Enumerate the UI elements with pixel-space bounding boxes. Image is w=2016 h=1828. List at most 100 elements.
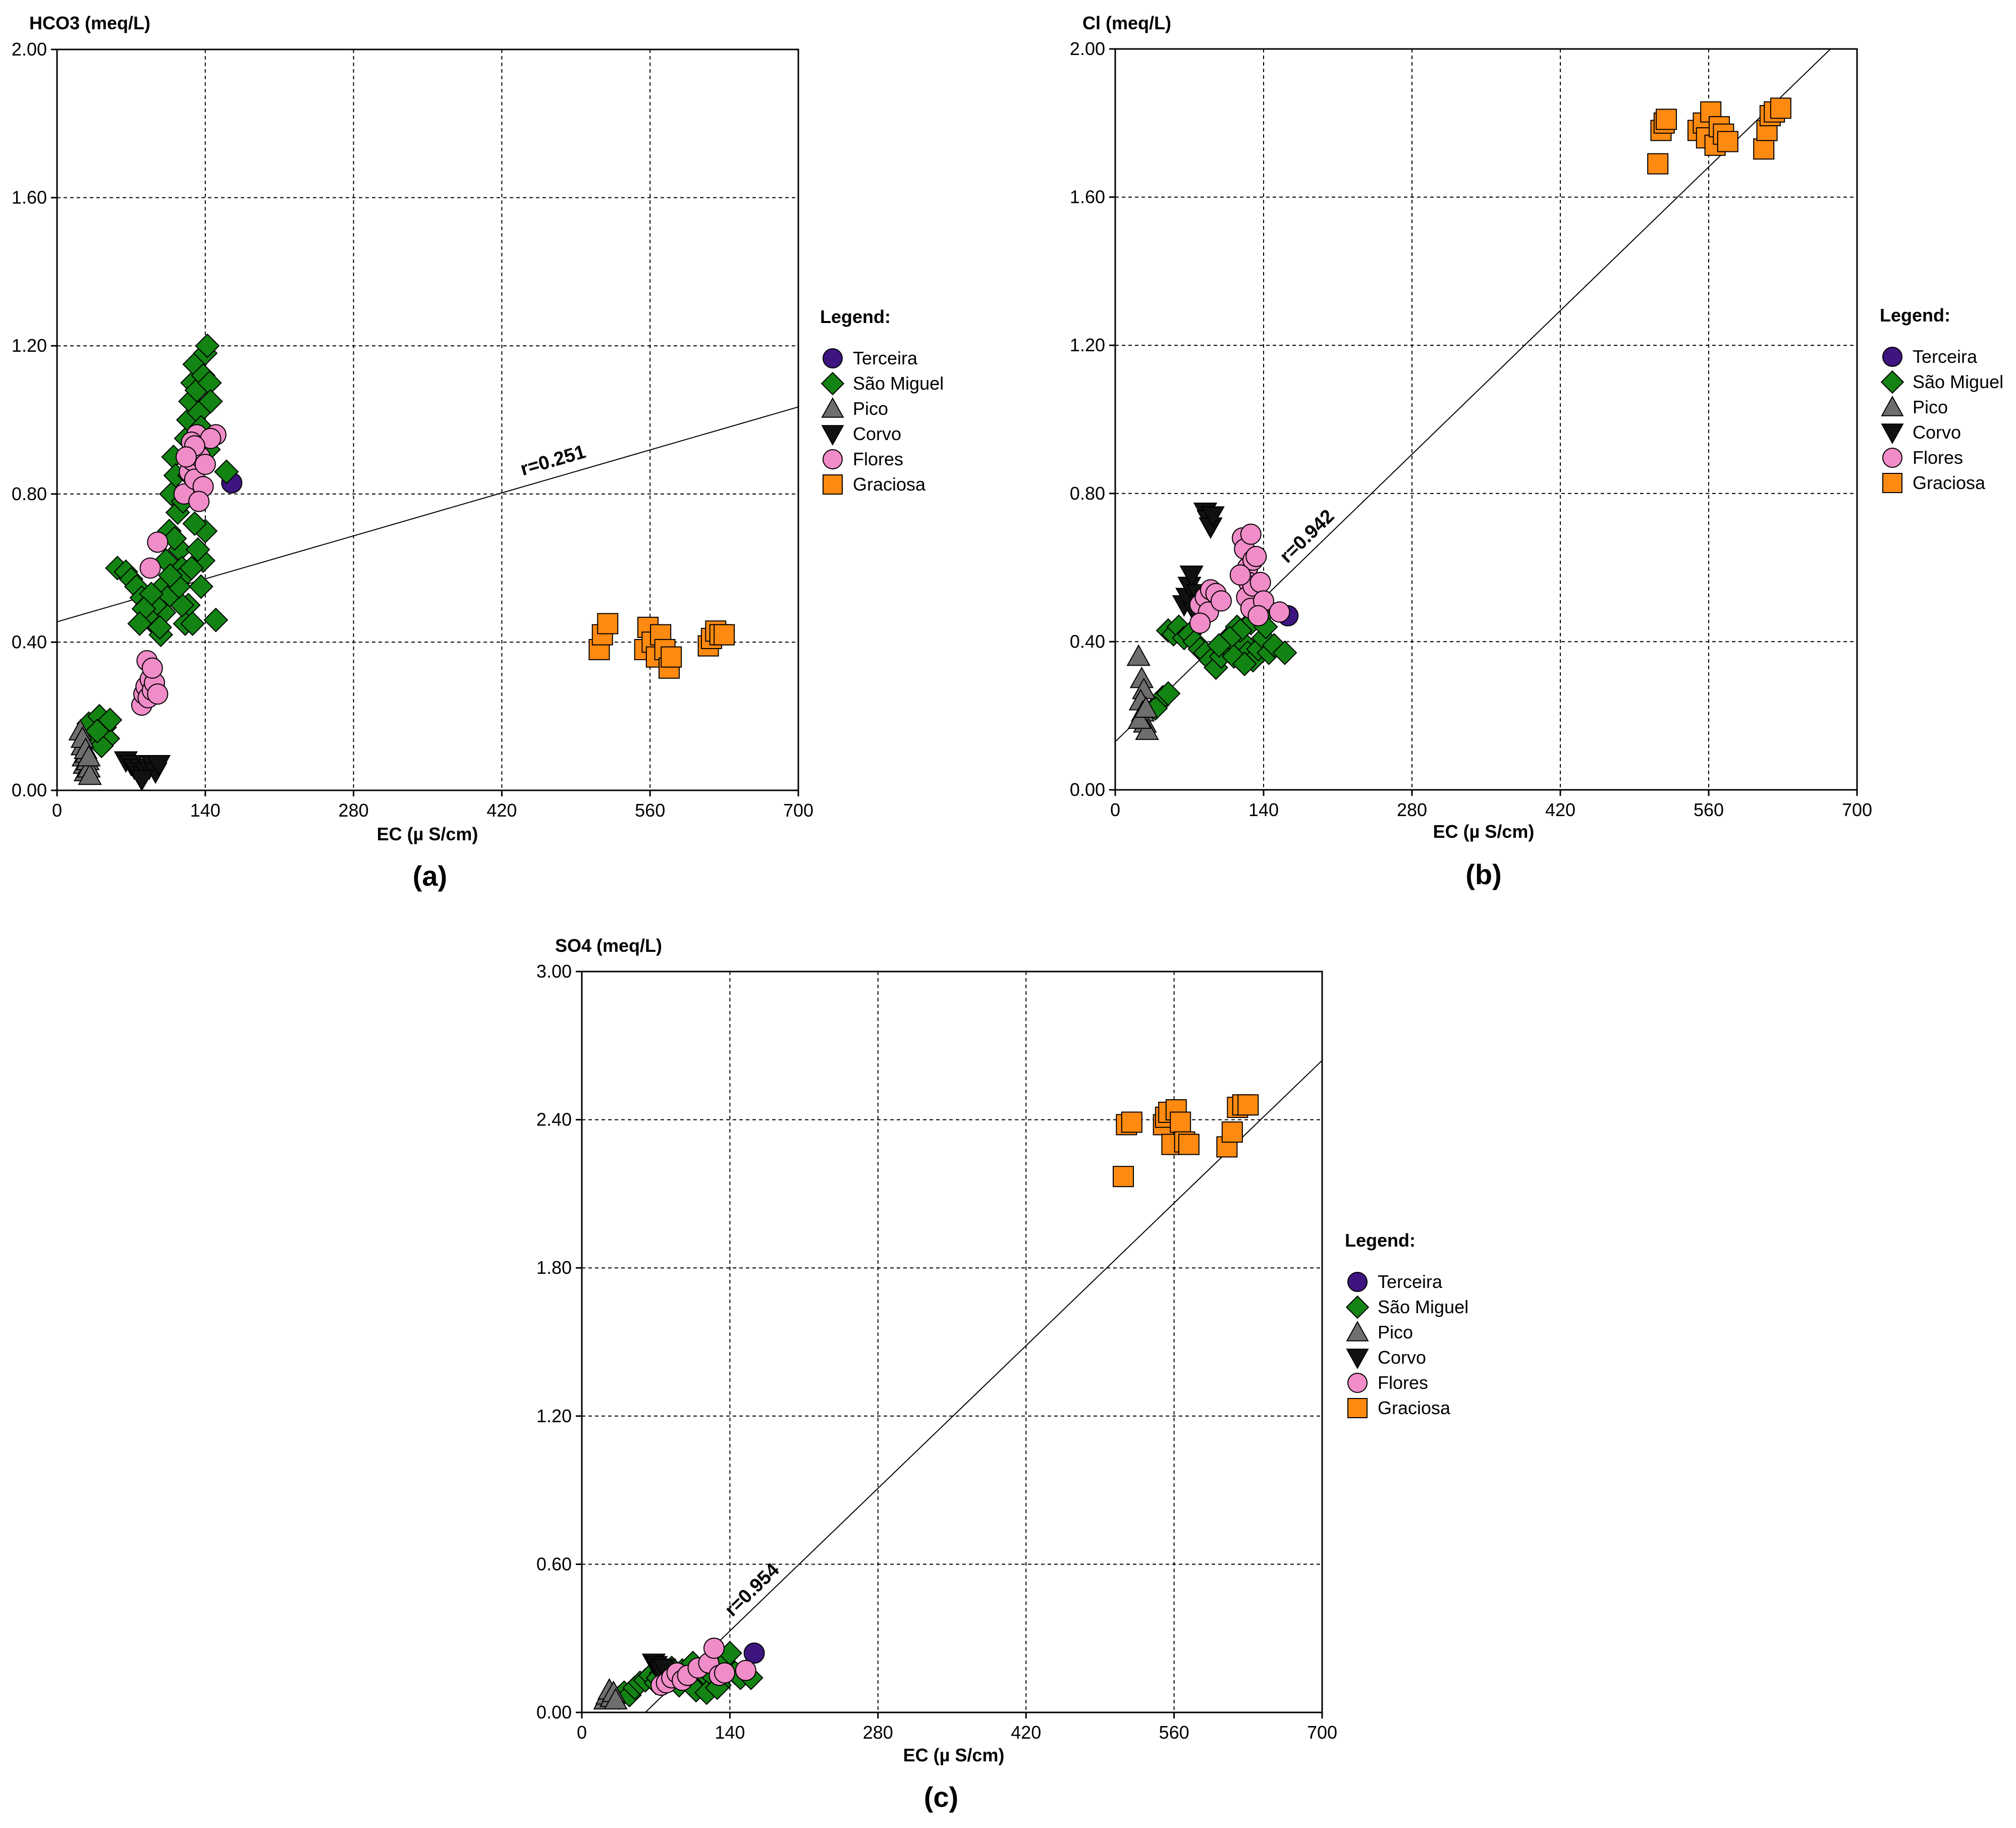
data-point-flores	[735, 1659, 756, 1681]
x-tick-label: 700	[783, 800, 813, 821]
data-point-graciosa	[1121, 1111, 1142, 1133]
legend-marker-s-o-miguel	[1345, 1295, 1370, 1319]
data-point-graciosa	[714, 624, 735, 646]
legend-marker-graciosa	[823, 474, 843, 495]
data-point-s-o-miguel	[182, 511, 207, 536]
legend-marker-corvo	[1881, 423, 1904, 444]
data-point-graciosa	[1113, 1166, 1134, 1188]
x-tick-label: 280	[863, 1722, 893, 1743]
y-axis-label: SO4 (meq/L)	[555, 935, 662, 956]
data-point-s-o-miguel	[1272, 640, 1297, 665]
data-point-flores	[714, 1662, 735, 1684]
y-tick-label: 1.20	[1070, 335, 1105, 355]
panel-b: Cl (meq/L) 0 140 280 420 560 700 0.00 0.40 0.80 1…	[1070, 13, 2003, 890]
y-tick-label: 0.00	[12, 780, 47, 800]
data-point-flores	[176, 446, 197, 468]
x-tick-label: 280	[1397, 799, 1427, 820]
data-point-flores	[139, 557, 161, 579]
data-point-corvo	[1179, 565, 1204, 587]
y-tick-label: 0.60	[536, 1553, 572, 1574]
data-point-s-o-miguel	[158, 563, 183, 588]
legend-marker-graciosa	[1347, 1398, 1368, 1418]
y-tick-label: 0.80	[12, 483, 47, 504]
panel-a: HCO3 (meq/L) 0 140 280 420 560 700 0.00 0.40 0.8…	[12, 13, 944, 892]
data-point-graciosa	[1647, 153, 1669, 175]
legend-marker-terceira	[1347, 1272, 1368, 1292]
data-point-s-o-miguel	[162, 526, 187, 551]
data-point-s-o-miguel	[97, 708, 123, 732]
regression-line	[645, 1060, 1322, 1712]
data-point-graciosa	[1770, 97, 1791, 119]
legend-entry-label: Graciosa	[1378, 1397, 1451, 1418]
legend-marker-corvo	[821, 425, 844, 446]
x-tick-label: 280	[339, 800, 369, 821]
data-point-s-o-miguel	[203, 607, 229, 632]
x-tick-label: 420	[486, 800, 517, 821]
data-point-pico	[604, 1688, 628, 1710]
legend-entry-label: Corvo	[1378, 1347, 1426, 1368]
data-point-s-o-miguel	[127, 611, 152, 636]
data-point-flores	[1189, 612, 1211, 634]
legend-entry-label: Terceira	[1913, 346, 1978, 367]
data-point-s-o-miguel	[180, 611, 205, 636]
data-point-flores	[141, 657, 163, 679]
x-axis-label: EC (µ S/cm)	[903, 1745, 1005, 1765]
data-point-s-o-miguel	[185, 537, 210, 562]
panel-label: (c)	[924, 1781, 958, 1813]
data-point-pico	[1135, 718, 1159, 740]
data-point-pico	[1134, 696, 1158, 718]
x-tick-label: 560	[635, 800, 665, 821]
x-axis-label: EC (µ S/cm)	[377, 824, 478, 844]
data-point-flores	[147, 531, 169, 553]
x-tick-label: 140	[1248, 799, 1279, 820]
data-point-flores	[1211, 590, 1232, 612]
legend-marker-flores	[823, 449, 843, 469]
y-tick-label: 2.00	[12, 39, 47, 60]
legend-entry-label: Pico	[1378, 1322, 1413, 1342]
x-tick-label: 420	[1545, 799, 1575, 820]
data-point-graciosa	[1178, 1134, 1200, 1155]
legend-marker-s-o-miguel	[1880, 370, 1904, 394]
y-tick-label: 1.20	[12, 335, 47, 356]
x-tick-label: 0	[577, 1722, 587, 1743]
x-tick-label: 560	[1694, 799, 1724, 820]
plot-frame	[56, 48, 799, 791]
legend-title: Legend:	[1880, 305, 1950, 326]
data-point-s-o-miguel	[198, 389, 223, 414]
panel-label: (a)	[413, 860, 447, 892]
y-tick-label: 2.00	[1070, 38, 1105, 59]
legend-marker-graciosa	[1882, 473, 1902, 493]
y-tick-label: 1.60	[12, 187, 47, 208]
data-layer	[593, 1060, 1322, 1712]
legend-marker-flores	[1882, 448, 1902, 468]
data-point-s-o-miguel	[214, 459, 239, 485]
legend-marker-corvo	[1346, 1349, 1369, 1369]
data-point-graciosa	[1753, 138, 1775, 160]
legend-entry-label: São Miguel	[1913, 371, 2003, 392]
plot-area-b: 0 140 280 420 560 700 0.00 0.40 0.80 1.20 1.60 2.00…	[1070, 38, 2003, 820]
x-tick-label: 700	[1842, 799, 1872, 820]
legend-entry-label: Graciosa	[853, 474, 926, 495]
legend-entry-label: São Miguel	[1378, 1297, 1468, 1317]
legend-entry-label: Flores	[853, 449, 903, 469]
data-point-pico	[1127, 707, 1152, 729]
data-point-corvo	[1201, 506, 1225, 528]
panel-label: (b)	[1465, 858, 1502, 890]
data-point-s-o-miguel	[1207, 633, 1232, 658]
data-point-pico	[78, 763, 102, 785]
data-point-s-o-miguel	[1156, 681, 1181, 706]
data-point-graciosa	[597, 613, 619, 634]
data-point-s-o-miguel	[195, 333, 220, 358]
x-tick-label: 560	[1159, 1722, 1189, 1743]
y-tick-label: 0.00	[1070, 779, 1105, 800]
x-tick-label: 420	[1011, 1722, 1041, 1743]
data-point-flores	[1269, 601, 1290, 623]
x-tick-label: 140	[190, 800, 221, 821]
y-tick-label: 1.80	[536, 1257, 572, 1278]
data-point-flores	[194, 454, 216, 475]
x-tick-label: 0	[52, 800, 62, 821]
data-point-pico	[1126, 644, 1151, 666]
legend-title: Legend:	[820, 306, 891, 327]
data-point-graciosa	[1221, 1121, 1243, 1143]
plot-area-c: 0 140 280 420 560 700 0.00 0.60 1.20 1.80 2.40 3.00…	[536, 961, 1468, 1743]
